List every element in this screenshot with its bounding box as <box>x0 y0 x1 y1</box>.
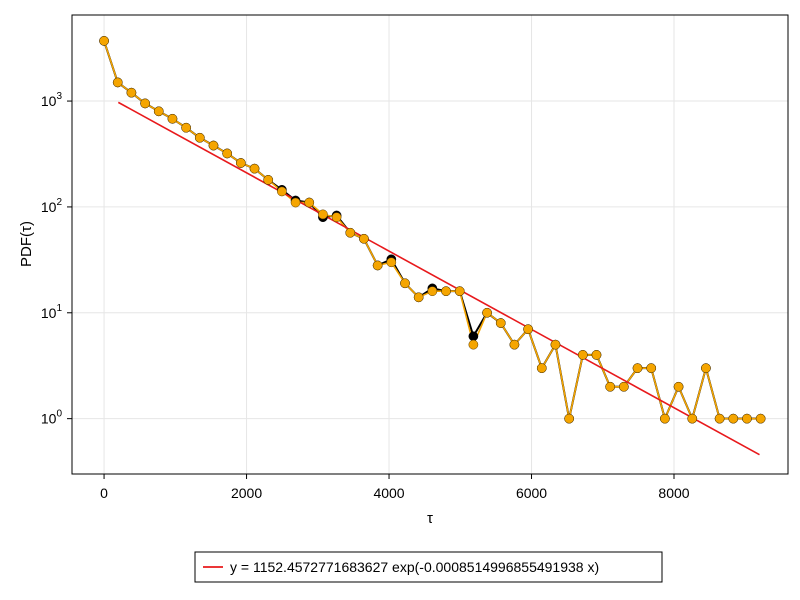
ticks: 0 2000 4000 6000 8000 100 101 102 103 <box>41 91 690 501</box>
x-tick-label: 8000 <box>658 485 689 501</box>
data-point <box>126 87 137 98</box>
data-point <box>687 413 698 424</box>
data-point <box>222 148 233 159</box>
data-point <box>591 350 602 360</box>
data-point <box>632 363 643 373</box>
data-point <box>400 278 410 289</box>
data-point <box>167 113 178 124</box>
data-point <box>673 381 684 392</box>
fit-line <box>117 101 760 456</box>
data-point <box>495 318 506 328</box>
data-point <box>386 257 397 268</box>
data-point <box>468 339 479 350</box>
data-point <box>277 186 287 197</box>
x-tick-label: 6000 <box>516 485 547 501</box>
data-point <box>482 307 492 318</box>
data-point <box>509 339 520 350</box>
data-point <box>577 350 588 360</box>
data-point <box>454 286 465 297</box>
data-point <box>331 212 342 223</box>
data-point <box>249 163 260 174</box>
y-tick-label: 100 <box>41 409 63 427</box>
data-point <box>290 197 301 208</box>
data-point <box>99 36 109 46</box>
y-tick-label: 101 <box>41 303 63 321</box>
y-axis-label: PDF(τ) <box>18 221 35 267</box>
x-axis-label: τ <box>427 510 433 527</box>
data-point <box>181 122 191 133</box>
data-point <box>153 106 164 117</box>
data-point <box>359 233 369 244</box>
legend: y = 1152.4572771683627 exp(-0.0008514996… <box>194 551 663 583</box>
data-point <box>427 286 438 297</box>
data-point <box>468 331 479 342</box>
data-layer <box>99 36 766 456</box>
y-tick-label: 103 <box>41 91 63 109</box>
data-point <box>372 260 383 271</box>
data-point <box>619 381 629 392</box>
data-point <box>263 175 274 185</box>
legend-entry-fit: y = 1152.4572771683627 exp(-0.0008514996… <box>230 559 599 575</box>
data-point <box>140 98 150 109</box>
x-tick-label: 0 <box>100 485 108 501</box>
data-point <box>660 413 670 424</box>
data-point <box>441 286 451 297</box>
x-tick-label: 4000 <box>373 485 404 501</box>
data-point <box>605 381 616 392</box>
data-point <box>550 339 561 350</box>
data-point <box>194 132 205 143</box>
data-point <box>345 227 356 238</box>
data-point <box>112 77 123 88</box>
data-point <box>536 363 547 373</box>
data-point <box>208 140 219 151</box>
data-point <box>304 197 315 208</box>
data-point <box>701 363 711 373</box>
data-point <box>413 292 424 303</box>
series-line-1 <box>103 40 761 420</box>
data-point <box>564 413 574 424</box>
data-point <box>755 413 766 424</box>
data-point <box>742 413 752 424</box>
data-point <box>646 363 657 373</box>
data-point <box>728 413 739 424</box>
legend-box <box>194 551 663 583</box>
data-point <box>714 413 725 424</box>
data-point <box>318 209 328 220</box>
data-point <box>235 158 246 168</box>
grid <box>72 15 788 474</box>
x-tick-label: 2000 <box>231 485 262 501</box>
y-tick-label: 102 <box>41 197 63 215</box>
plot-frame <box>71 14 789 475</box>
data-point <box>523 324 533 335</box>
series-line-0 <box>103 40 761 420</box>
